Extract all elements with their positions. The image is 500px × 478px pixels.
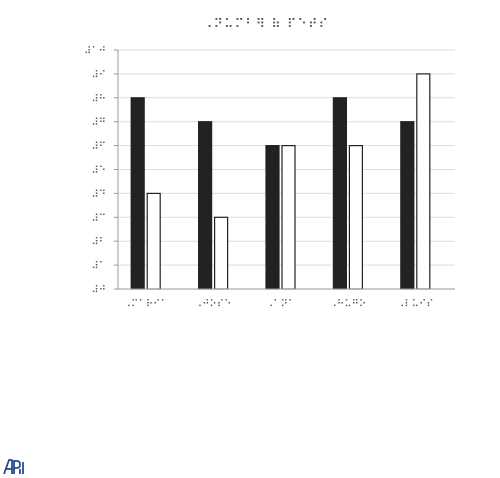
category-labels: ⠠⠍⠁⠗⠊⠁ ⠠⠚⠕⠎⠑ ⠠⠁⠝⠁ ⠠⠓⠥⠛⠕ ⠠⠇⠥⠊⠎ <box>124 299 434 310</box>
bar-dark-5 <box>400 121 415 290</box>
y-tick-label: ⠼⠋ <box>91 142 106 153</box>
bar-dark-3 <box>265 145 280 290</box>
bar-light-1 <box>146 192 161 290</box>
y-tick-label: ⠼⠚ <box>91 285 106 296</box>
y-tick-label: ⠼⠉ <box>91 213 106 224</box>
category-label: ⠠⠁⠝⠁ <box>266 299 295 310</box>
y-tick-label: ⠼⠛ <box>91 118 106 129</box>
bar-light-3 <box>281 145 296 290</box>
bar-light-2 <box>214 216 229 290</box>
y-tick-labels: ⠼⠚ ⠼⠁ ⠼⠃ ⠼⠉ ⠼⠙ ⠼⠑ ⠼⠋ ⠼⠛ ⠼⠓ ⠼⠊ ⠼⠁⠚ <box>84 46 106 296</box>
y-tick-label: ⠼⠙ <box>91 189 106 200</box>
bar-dark-1 <box>130 97 145 290</box>
aph-logo-icon <box>3 459 24 475</box>
category-label: ⠠⠓⠥⠛⠕ <box>330 299 367 310</box>
bar-light-4 <box>348 145 363 290</box>
category-label: ⠠⠇⠥⠊⠎ <box>397 299 434 310</box>
y-tick-label: ⠼⠁⠚ <box>84 46 106 57</box>
bars <box>130 73 431 290</box>
bar-dark-4 <box>332 97 347 290</box>
y-tick-label: ⠼⠃ <box>91 237 106 248</box>
category-label: ⠠⠍⠁⠗⠊⠁ <box>124 299 168 310</box>
y-tick-label: ⠼⠊ <box>91 70 106 81</box>
y-tick-label: ⠼⠓ <box>91 94 106 105</box>
chart-title: ⠠⠝⠥⠍⠃⠻ ⠷ ⠏⠑⠞⠎ <box>203 17 329 32</box>
category-label: ⠠⠚⠕⠎⠑ <box>195 299 232 310</box>
bar-dark-2 <box>198 121 213 290</box>
y-tick-label: ⠼⠑ <box>91 166 106 177</box>
bar-light-5 <box>416 73 431 290</box>
y-tick-label: ⠼⠁ <box>91 261 106 272</box>
